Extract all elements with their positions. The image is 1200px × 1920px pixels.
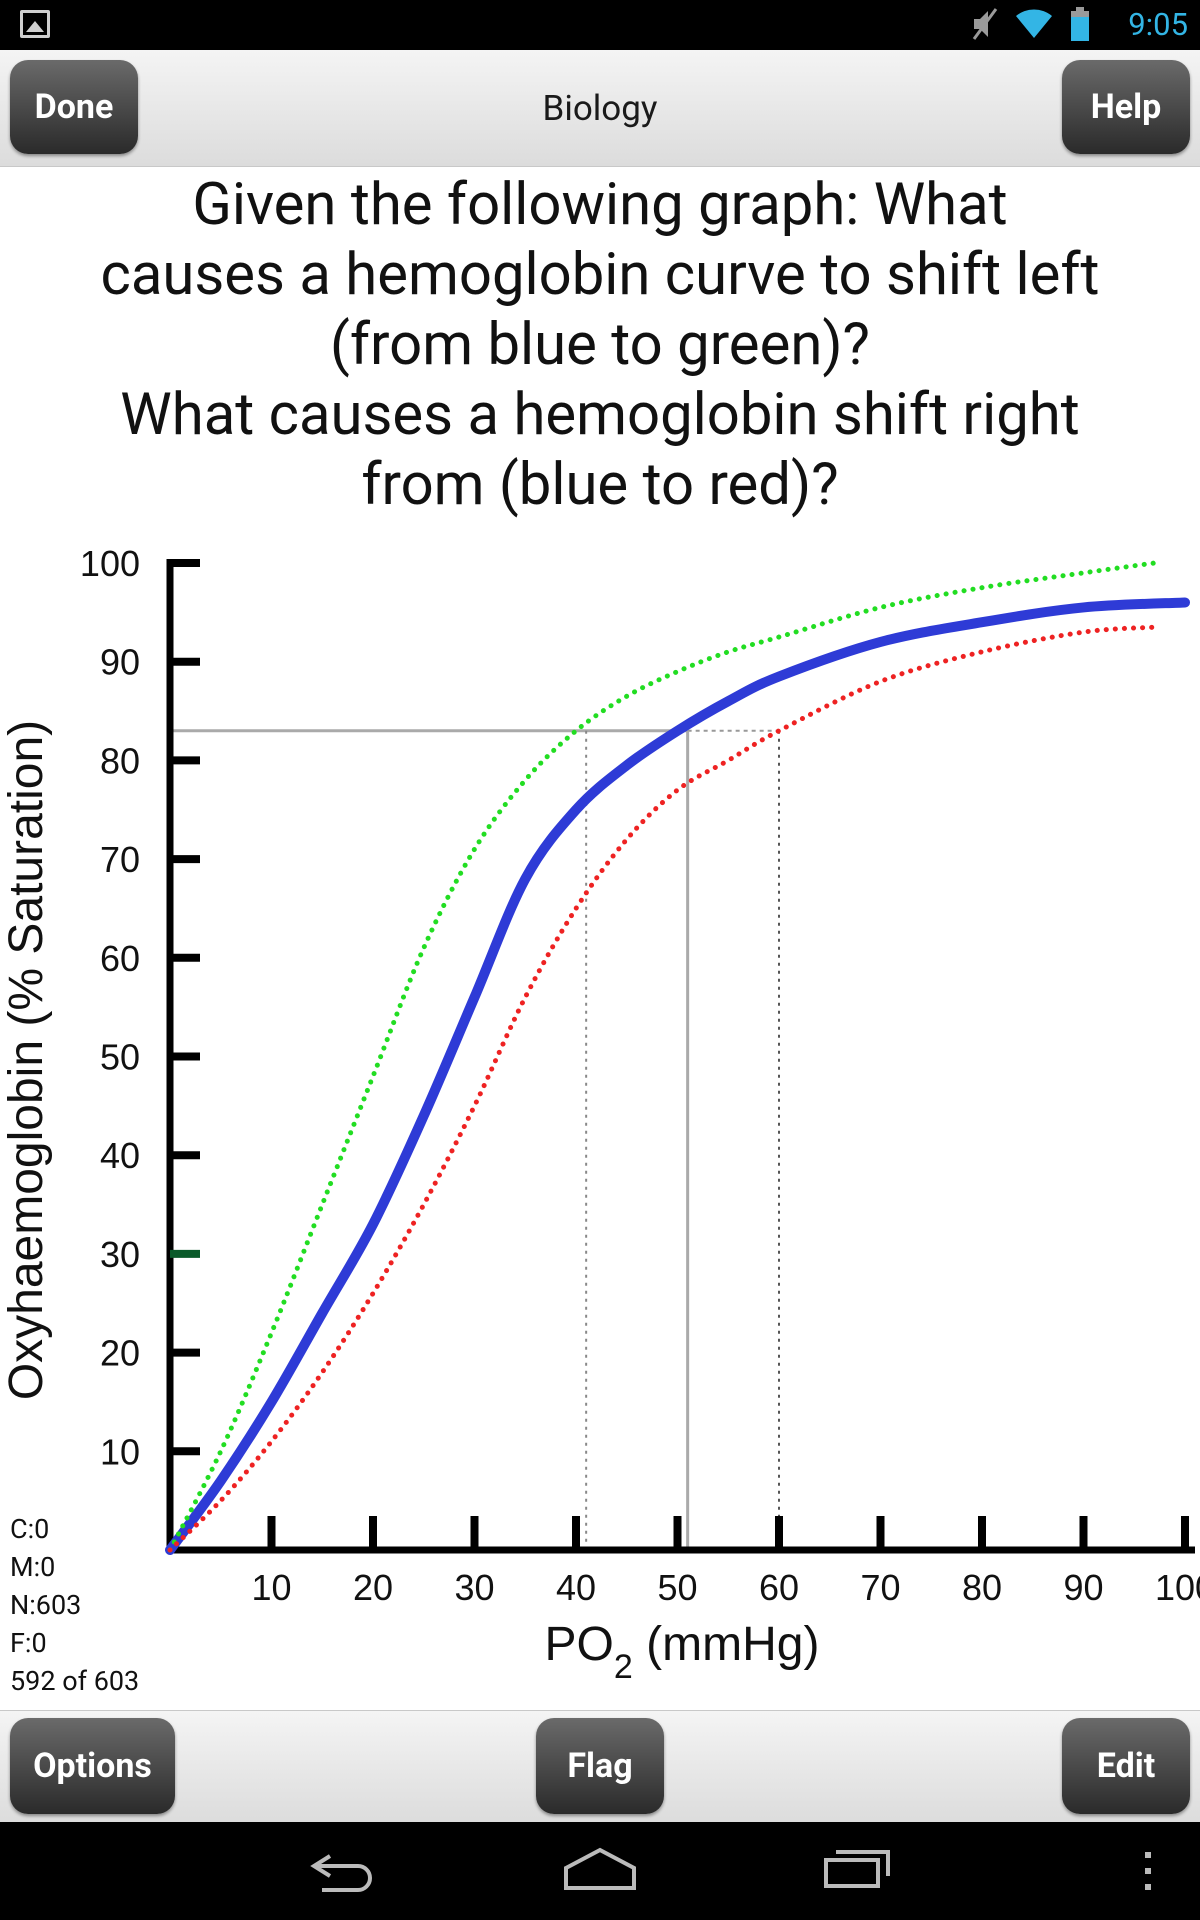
bottom-toolbar: Options Flag Edit <box>0 1710 1200 1823</box>
hemoglobin-chart: 10 20 30 40 50 60 70 80 90 100 10 20 30 40 50 60 70 80 90 1… <box>0 543 1200 1710</box>
recent-apps-icon[interactable] <box>822 1848 892 1890</box>
y-tick-label: 20 <box>100 1333 140 1374</box>
gallery-notification-icon <box>20 10 50 38</box>
question-line-5: from (blue to red)? <box>361 451 839 519</box>
x-axis-label-unit: (mmHg) <box>633 1618 820 1671</box>
help-button[interactable]: Help <box>1062 60 1190 154</box>
x-tick-label: 80 <box>962 1567 1002 1608</box>
menu-icon[interactable] <box>1138 1848 1158 1894</box>
y-tick-label: 80 <box>100 740 140 781</box>
stat-n: N:603 <box>10 1589 82 1621</box>
y-tick-label: 10 <box>100 1431 140 1472</box>
options-button[interactable]: Options <box>10 1718 175 1814</box>
page-title: Biology <box>542 88 658 129</box>
question-text: Given the following graph: What causes a… <box>20 170 1180 520</box>
x-tick-label: 90 <box>1063 1567 1103 1608</box>
x-axis-label: PO2 (mmHg) <box>545 1618 820 1686</box>
question-line-1: Given the following graph: What <box>192 171 1008 239</box>
stat-f: F:0 <box>10 1627 47 1659</box>
battery-icon <box>1071 7 1089 41</box>
question-line-3: (from blue to green)? <box>330 311 870 379</box>
stats-panel: C:0 M:0 N:603 F:0 592 of 603 <box>10 1510 139 1700</box>
y-axis-label: Oxyhaemoglobin (% Saturation) <box>0 720 53 1400</box>
flag-button[interactable]: Flag <box>536 1718 664 1814</box>
y-tick-label: 50 <box>100 1037 140 1078</box>
edit-button[interactable]: Edit <box>1062 1718 1190 1814</box>
status-bar: 9:05 <box>0 0 1200 50</box>
y-tick-label: 100 <box>80 548 140 584</box>
green-curve-left-shift <box>167 560 1158 1553</box>
y-tick-label: 40 <box>100 1135 140 1176</box>
status-time: 9:05 <box>1128 6 1188 43</box>
x-tick-label: 50 <box>657 1567 697 1608</box>
x-tick-label: 10 <box>251 1567 291 1608</box>
progress-counter: 592 of 603 <box>10 1665 140 1697</box>
x-tick-label: 20 <box>353 1567 393 1608</box>
red-curve-right-shift <box>167 624 1158 1553</box>
x-axis-label-main: PO <box>545 1618 614 1671</box>
mute-icon <box>972 8 998 40</box>
blue-curve-normal <box>165 597 1190 1555</box>
question-line-2: causes a hemoglobin curve to shift left <box>100 241 1100 309</box>
y-tick-label: 90 <box>100 642 140 683</box>
y-tick-label: 60 <box>100 938 140 979</box>
wifi-icon <box>1016 9 1052 39</box>
x-tick-label: 60 <box>759 1567 799 1608</box>
x-tick-label: 40 <box>556 1567 596 1608</box>
done-button[interactable]: Done <box>10 60 138 154</box>
stat-m: M:0 <box>10 1551 56 1583</box>
y-tick-label: 30 <box>100 1234 140 1275</box>
chart-svg: 10 20 30 40 50 60 70 80 90 100 10 20 30 40 50 60 70 80 90 1… <box>0 543 1200 1686</box>
x-tick-label: 30 <box>454 1567 494 1608</box>
home-icon[interactable] <box>562 1846 638 1892</box>
x-axis-label-subscript: 2 <box>614 1648 633 1686</box>
system-nav-bar <box>0 1822 1200 1920</box>
status-icons <box>972 6 1090 42</box>
y-tick-label: 70 <box>100 839 140 880</box>
x-tick-label: 70 <box>860 1567 900 1608</box>
stat-c: C:0 <box>10 1513 50 1545</box>
title-bar: Done Biology Help <box>0 50 1200 167</box>
back-icon[interactable] <box>308 1850 378 1892</box>
x-tick-label: 100 <box>1155 1567 1200 1608</box>
question-line-4: What causes a hemoglobin shift right <box>120 381 1080 449</box>
